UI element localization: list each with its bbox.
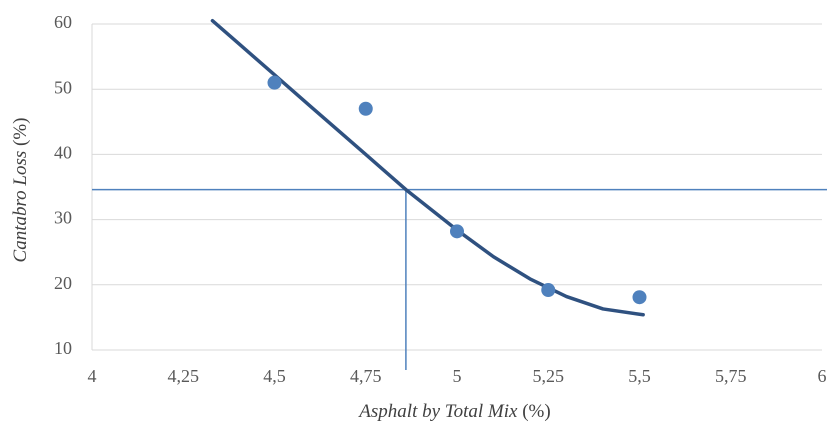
x-tick-label: 4,25 [168, 366, 200, 386]
x-axis-title: Asphalt by Total Mix (%) [357, 401, 550, 422]
y-tick-label: 30 [54, 208, 72, 228]
data-point [541, 283, 555, 297]
y-tick-label: 50 [54, 77, 72, 97]
x-tick-label: 6 [818, 366, 827, 386]
x-tick-label: 5,25 [533, 366, 565, 386]
data-point [633, 290, 647, 304]
y-tick-label: 10 [54, 338, 72, 358]
y-tick-label: 40 [54, 143, 72, 163]
data-point [450, 224, 464, 238]
trendline [212, 21, 643, 315]
y-axis-title: Cantabro Loss (%) [10, 118, 31, 263]
x-tick-label: 5,5 [628, 366, 651, 386]
x-tick-label: 5 [453, 366, 462, 386]
page: Asphalt by Total Mix (%) Cantabro Loss (… [0, 0, 827, 428]
y-label: Cantabro Loss [10, 151, 31, 263]
x-label: Asphalt by Total Mix [357, 401, 518, 422]
y-tick-label: 20 [54, 273, 72, 293]
x-tick-label: 4 [88, 366, 97, 386]
x-tick-label: 4,75 [350, 366, 382, 386]
x-label-unit: (%) [522, 401, 550, 422]
chart: Asphalt by Total Mix (%) Cantabro Loss (… [0, 0, 827, 428]
data-point [359, 102, 373, 116]
x-tick-label: 4,5 [263, 366, 286, 386]
y-label-unit: (%) [10, 118, 31, 146]
data-point [268, 76, 282, 90]
x-tick-label: 5,75 [715, 366, 747, 386]
y-tick-label: 60 [54, 12, 72, 32]
